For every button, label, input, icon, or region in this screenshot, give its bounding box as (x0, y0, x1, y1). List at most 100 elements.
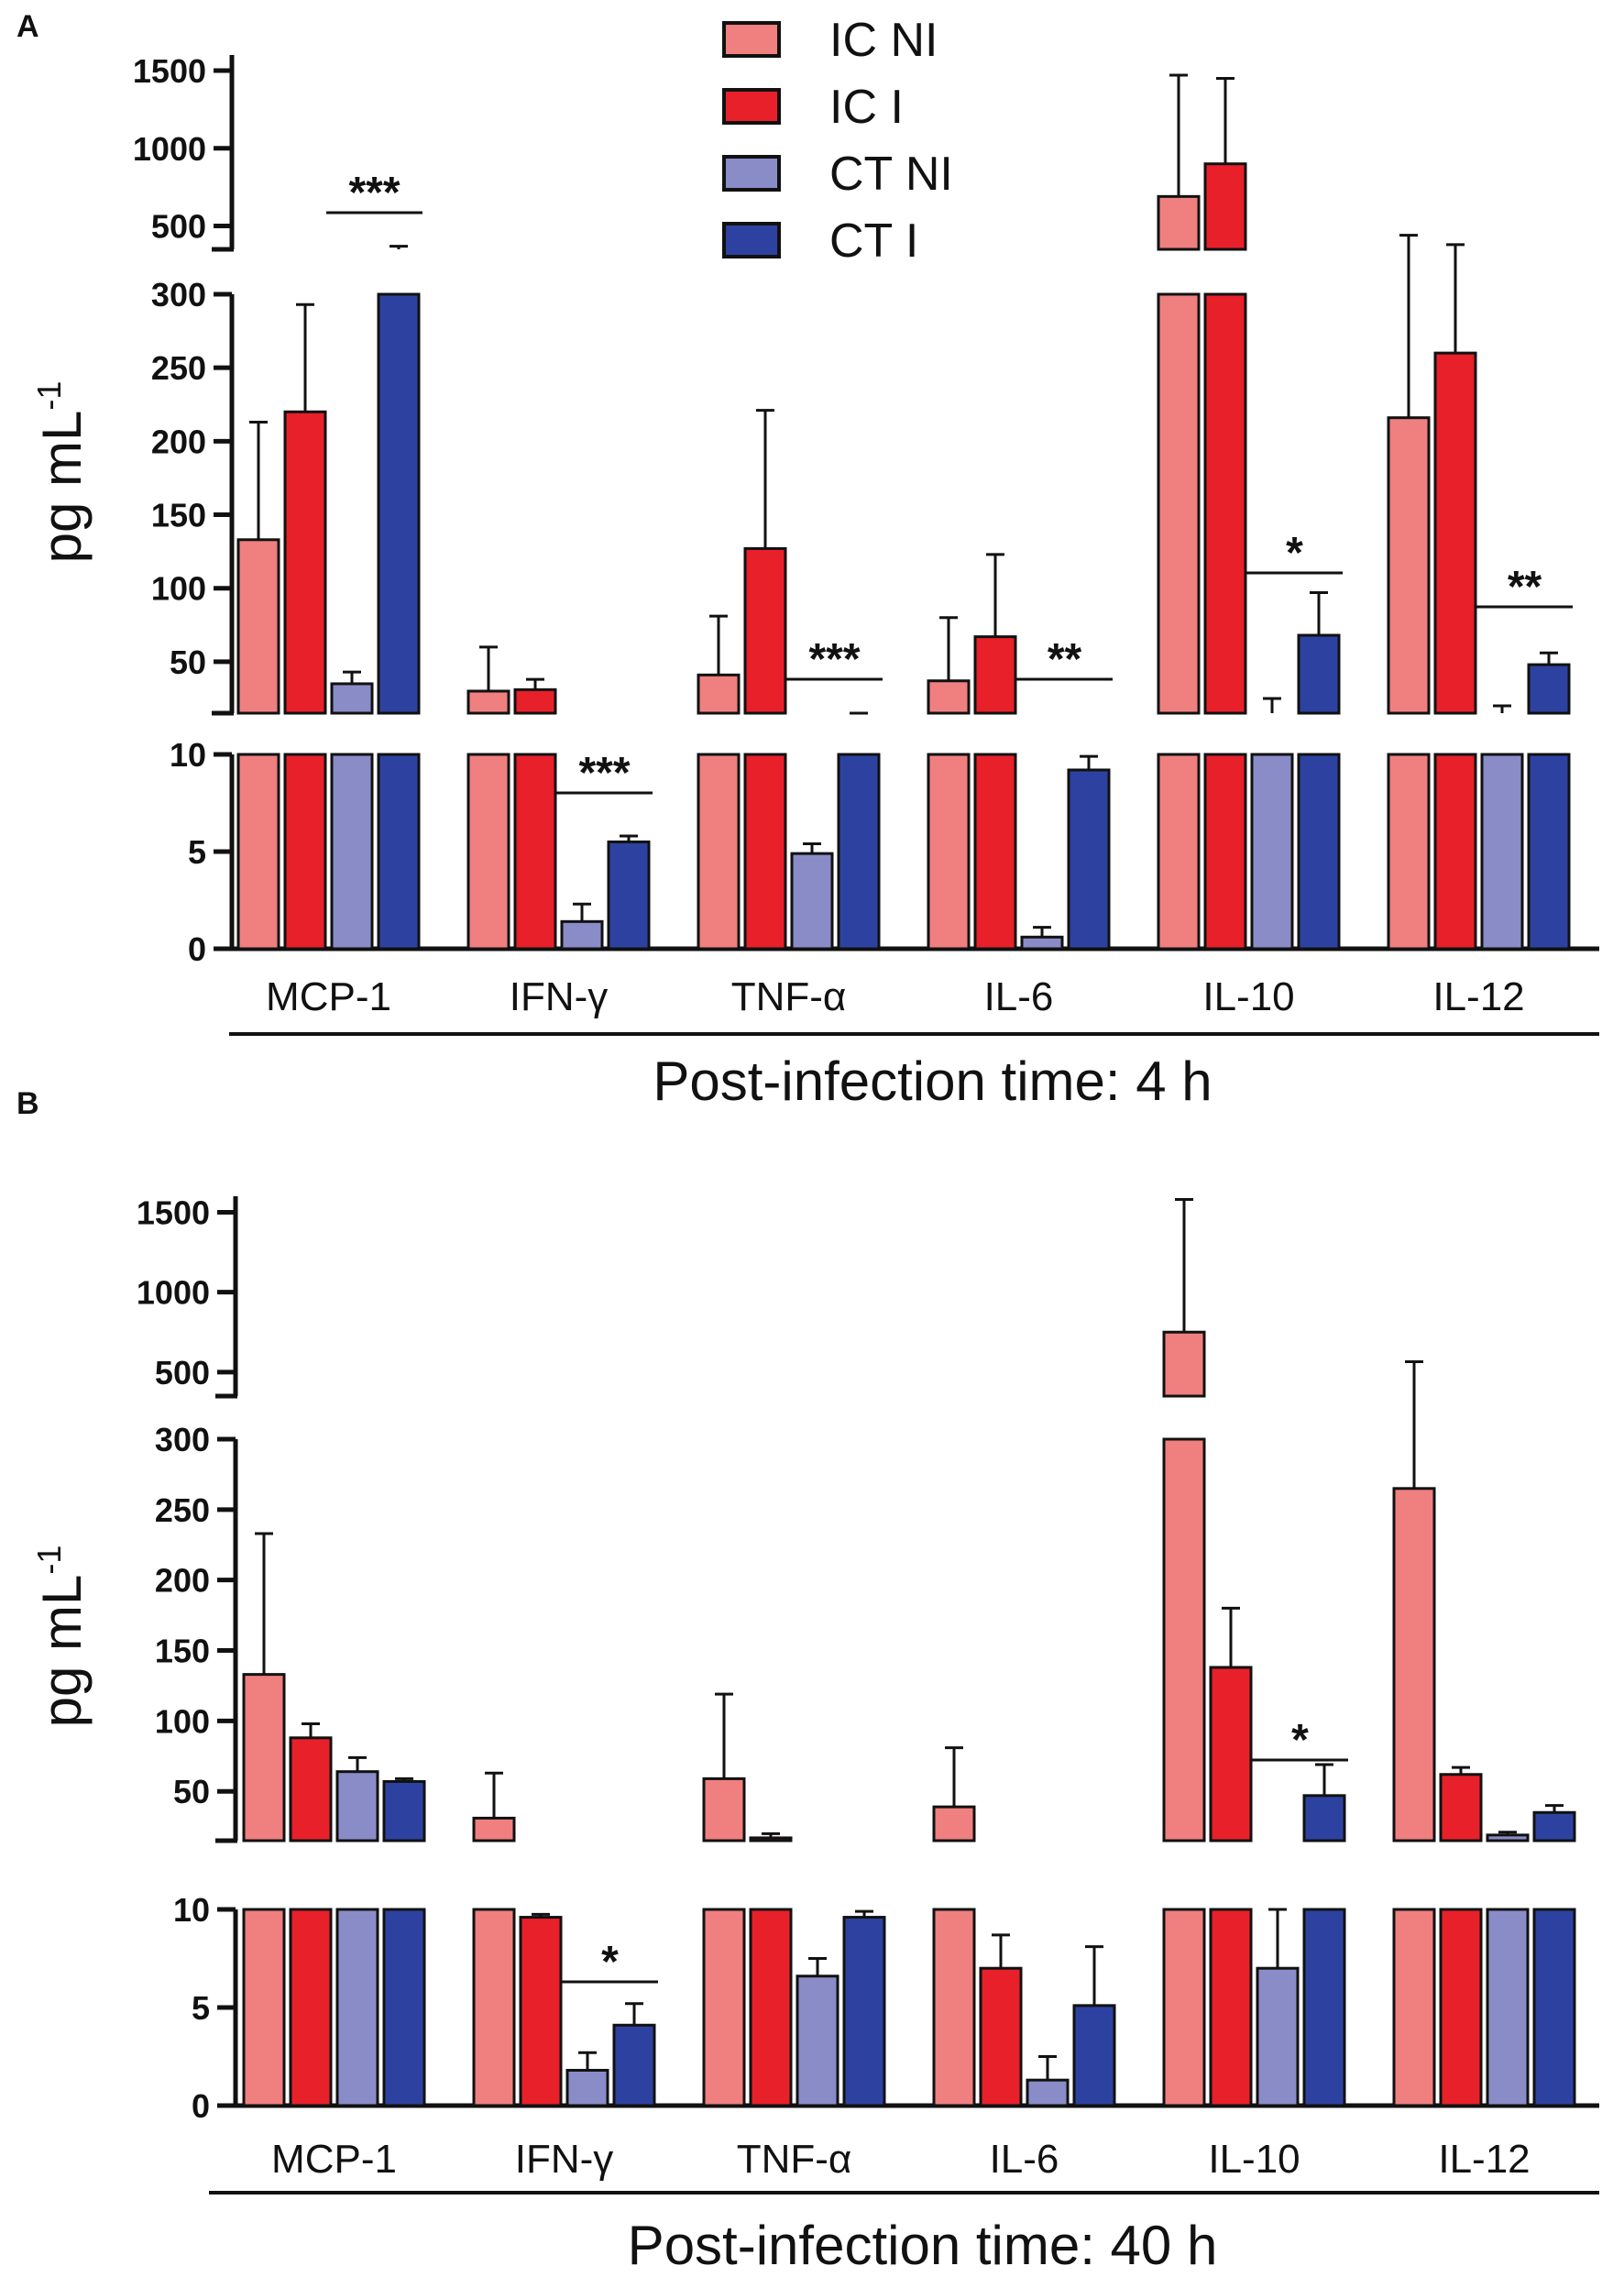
bar (289, 1908, 333, 2107)
bar (1072, 2004, 1116, 2107)
bar (1162, 1330, 1206, 1398)
bar (932, 1805, 976, 1842)
bar (289, 1736, 333, 1842)
bar (283, 753, 327, 951)
bar (1387, 416, 1431, 715)
significance-marker: * (1286, 529, 1303, 578)
bar (1486, 1833, 1530, 1842)
y-tick-label: 1000 (133, 130, 206, 168)
y-tick-label: 200 (155, 1562, 210, 1600)
y-tick-label: 10 (170, 736, 206, 774)
bar (1433, 351, 1477, 715)
bar (236, 538, 280, 715)
significance-marker: ** (1508, 563, 1542, 611)
category-label: IL-10 (1202, 974, 1294, 1019)
y-tick-label: 1000 (137, 1274, 210, 1312)
bar (1157, 194, 1201, 251)
bar (377, 292, 421, 715)
y-tick-label: 10 (173, 1891, 210, 1929)
y-tick-label: 5 (192, 1989, 210, 2027)
bar (1026, 2078, 1070, 2107)
bar (1480, 753, 1524, 951)
panel-a: A 0 5 10 50 100 150 200 250 300 500 1000 1500 MCP-1 IF… (16, 9, 1599, 1112)
y-axis-title-main: pg mL (31, 1575, 93, 1728)
bar (1203, 753, 1247, 951)
bar (702, 1908, 746, 2107)
legend: IC NI IC I CT NI CT I (722, 14, 953, 268)
bar (472, 1816, 516, 1842)
panel-letter: B (16, 1086, 39, 1121)
bar (1532, 1810, 1576, 1842)
bar (1256, 1966, 1300, 2107)
y-tick-label: 500 (151, 208, 206, 246)
y-tick-label: 300 (151, 276, 206, 314)
bar (382, 1779, 426, 1842)
legend-swatch (722, 155, 781, 192)
bar (513, 688, 557, 715)
y-tick-label: 250 (151, 349, 206, 387)
bar (1157, 292, 1201, 715)
bar (330, 682, 374, 715)
bar (743, 546, 787, 715)
bar (565, 2068, 609, 2107)
significance-marker: *** (348, 169, 400, 217)
bar (1532, 1908, 1576, 2107)
significance-marker: * (1291, 1716, 1309, 1765)
y-axis-title: pg mL-1 (30, 381, 93, 564)
y-tick-label: 0 (188, 930, 206, 968)
bar (1392, 1908, 1436, 2107)
bar (1203, 292, 1247, 715)
category-label: MCP-1 (266, 974, 391, 1019)
bar (743, 753, 787, 951)
legend-label: CT NI (829, 148, 953, 201)
category-label: IL-12 (1438, 2137, 1530, 2182)
bar (927, 753, 971, 951)
legend-swatch (722, 88, 781, 125)
bar (927, 679, 971, 715)
bar (236, 753, 280, 951)
legend-swatch (722, 222, 781, 258)
panel-b: B 0 5 10 50 100 150 200 250 300 500 1000 1500 MCP-1 IF… (16, 1086, 1599, 2276)
y-axis-title: pg mL-1 (30, 1546, 93, 1728)
bar (466, 753, 510, 951)
y-tick-label: 300 (155, 1421, 210, 1458)
bar (1527, 663, 1571, 715)
bar (932, 1908, 976, 2107)
panel-letter: A (16, 9, 39, 44)
bar (1209, 1666, 1253, 1842)
y-tick-label: 100 (155, 1702, 210, 1740)
bar (519, 1916, 563, 2107)
category-label: IL-10 (1208, 2137, 1300, 2182)
bar (1439, 1773, 1483, 1842)
bar (837, 753, 881, 951)
significance-marker: *** (578, 749, 630, 798)
bar (1387, 753, 1431, 951)
category-label: IFN-γ (510, 974, 609, 1019)
category-label: MCP-1 (271, 2137, 397, 2182)
bar (335, 1908, 379, 2107)
bar (1297, 753, 1341, 951)
bar (1162, 1908, 1206, 2107)
y-tick-label: 1500 (137, 1194, 210, 1231)
bar (335, 1770, 379, 1842)
bar (1067, 768, 1111, 951)
bar (979, 1966, 1023, 2107)
bar (790, 852, 834, 951)
bar (330, 753, 374, 951)
significance-marker: *** (808, 635, 860, 684)
bar (1439, 1908, 1483, 2107)
y-axis-title-exponent: -1 (30, 1546, 68, 1575)
bar (1020, 935, 1064, 951)
y-tick-label: 5 (188, 833, 206, 871)
bar (1486, 1908, 1530, 2107)
bar (1527, 753, 1571, 951)
bar (1157, 753, 1201, 951)
y-tick-label: 0 (192, 2087, 210, 2125)
bar (1203, 162, 1247, 251)
legend-label: IC NI (829, 14, 938, 67)
y-tick-label: 50 (170, 644, 206, 681)
bar (612, 2023, 656, 2107)
x-axis-title: Post-infection time: 40 h (628, 2215, 1218, 2276)
bar (697, 673, 741, 715)
